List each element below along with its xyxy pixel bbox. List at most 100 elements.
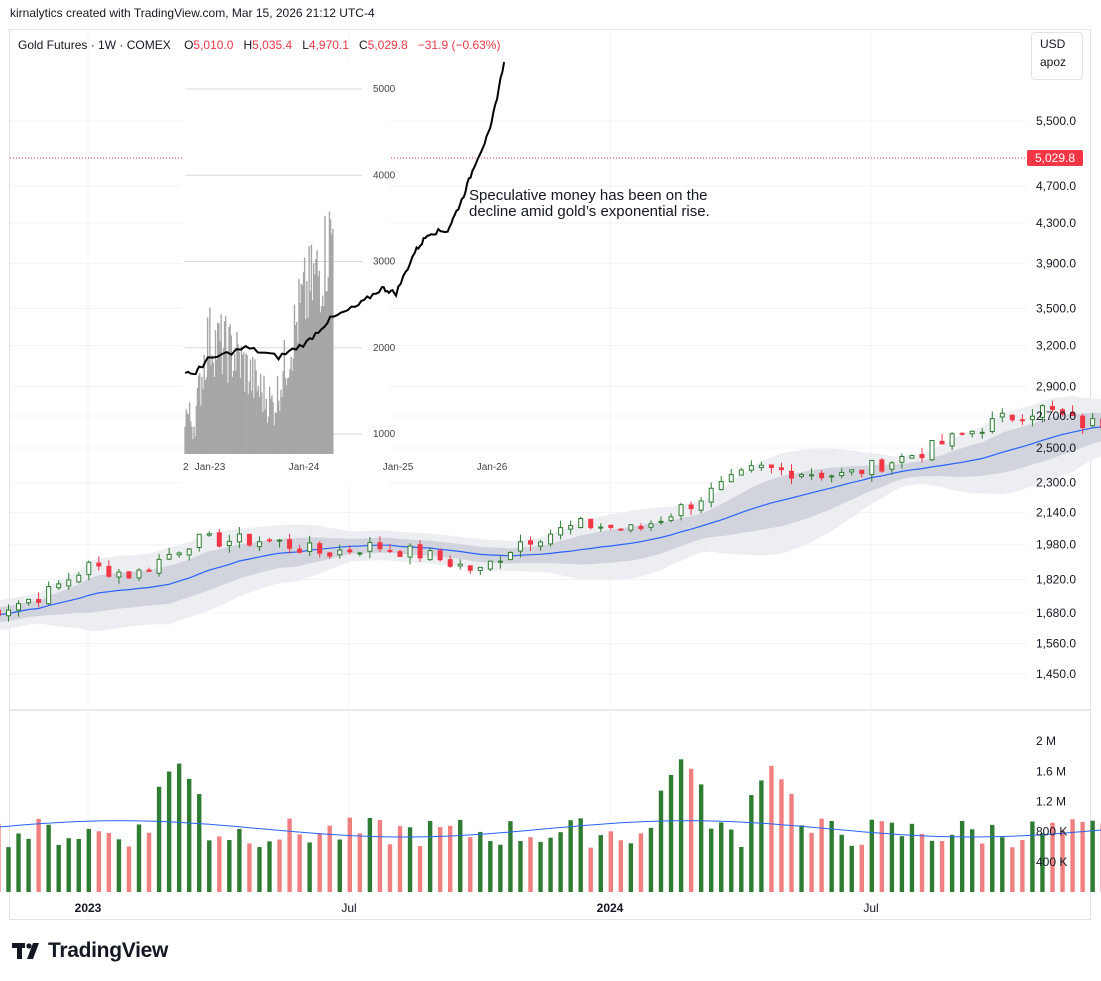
volume-bar [357, 833, 363, 892]
volume-bar [1090, 820, 1095, 892]
candle-body [236, 533, 242, 543]
symbol-legend[interactable]: Gold Futures · 1W · COMEX O5,010.0 H5,03… [18, 38, 500, 52]
close-label: C [359, 38, 368, 52]
volume-bar [146, 832, 152, 892]
candle-body [377, 542, 383, 550]
bollinger-bands [0, 395, 1101, 631]
candle-body [718, 481, 724, 491]
candle-body [96, 562, 102, 567]
candle-body [186, 548, 192, 556]
volume-bar [247, 843, 252, 892]
candle-body [266, 539, 272, 542]
volume-bar [327, 825, 332, 892]
candle-body [16, 603, 22, 611]
candle-body [497, 560, 503, 563]
volume-bar [548, 837, 553, 892]
volume-bar [929, 840, 935, 892]
volume-bar [859, 844, 864, 892]
volume-bar [648, 827, 654, 892]
candle-body [1029, 415, 1035, 421]
candle-body [919, 454, 925, 459]
candle-body [738, 469, 744, 476]
inset-gold-price-line [184, 61, 506, 376]
volume-bar [257, 847, 262, 892]
volume-bar [367, 817, 373, 892]
candle-body [307, 542, 313, 552]
candle-body [889, 462, 895, 470]
volume-bar [819, 818, 824, 892]
volume-bar [879, 821, 885, 892]
time-tick-label: Jul [341, 901, 356, 915]
volume-bar [86, 828, 92, 892]
volume-bar [16, 833, 21, 892]
candle-body [1090, 418, 1096, 427]
open-value: 5,010.0 [193, 38, 234, 52]
candle-body [538, 541, 544, 547]
volume-bar [116, 839, 122, 892]
volume-bar [36, 818, 41, 892]
price-axis: 1,450.0 1,560.0 1,680.0 1,820.0 1,980.0 2,140… [1036, 114, 1076, 681]
candle-body [839, 471, 845, 477]
volume-bar [56, 844, 61, 892]
volume-bar [759, 780, 764, 892]
candle-body [76, 574, 82, 583]
candle-body [778, 467, 784, 471]
annotation-line-1: Speculative money has been on the [469, 187, 708, 204]
volume-bar [598, 835, 603, 892]
candlesticks [0, 400, 1101, 622]
price-tick-label: 1,680.0 [1036, 606, 1076, 620]
volume-tick-label: 800 K [1036, 825, 1067, 839]
volume-bar [1010, 847, 1015, 892]
volume-bar [498, 844, 503, 892]
inner-band [0, 412, 1101, 623]
volume-bar [789, 793, 794, 892]
volume-average-line [0, 820, 1101, 838]
volume-bar [1080, 821, 1085, 892]
candle-body [698, 500, 704, 511]
candle-body [608, 524, 614, 528]
candle-body [849, 469, 855, 473]
candle-body [909, 455, 915, 459]
volume-bar [799, 825, 804, 892]
volume-bar [899, 836, 905, 892]
candle-body [126, 571, 132, 579]
volume-bar [608, 831, 614, 892]
candle-body [487, 560, 493, 570]
candle-body [558, 527, 564, 536]
price-tick-label: 3,900.0 [1036, 256, 1076, 270]
volume-bar [447, 825, 453, 892]
volume-bar [66, 838, 71, 892]
candle-body [5, 609, 11, 617]
volume-bar [568, 820, 573, 892]
volume-bar [769, 765, 774, 892]
volume-bar [939, 840, 945, 892]
candle-body [859, 469, 865, 475]
candle-body [176, 552, 182, 556]
volume-bar [869, 819, 875, 892]
inset-x-label: Jan-24 [289, 462, 320, 473]
volume-bar [237, 828, 242, 892]
last-price-line: 5,029.8 [10, 149, 1083, 166]
unit-label[interactable]: apoz [1040, 55, 1067, 69]
volume-bar [980, 843, 985, 892]
open-label: O [184, 38, 194, 52]
currency-label[interactable]: USD [1040, 37, 1066, 51]
volume-bar [217, 836, 222, 892]
candle-body [166, 553, 172, 560]
volume-bar [156, 786, 162, 892]
volume-bar [889, 822, 895, 892]
time-tick-label: 2024 [597, 901, 624, 915]
candle-body [287, 539, 293, 549]
scale-selector[interactable]: USD apoz [1031, 32, 1083, 80]
volume-bar [618, 840, 624, 892]
symbol-name[interactable]: Gold Futures · 1W · COMEX [18, 38, 171, 52]
volume-bar [1000, 837, 1005, 892]
candle-body [638, 525, 644, 530]
volume-bar [688, 768, 694, 892]
candle-body [979, 431, 985, 434]
candle-body [939, 440, 945, 445]
tradingview-logo[interactable]: TradingView [12, 939, 168, 963]
volume-bar [287, 818, 292, 892]
candle-body [1019, 419, 1025, 422]
